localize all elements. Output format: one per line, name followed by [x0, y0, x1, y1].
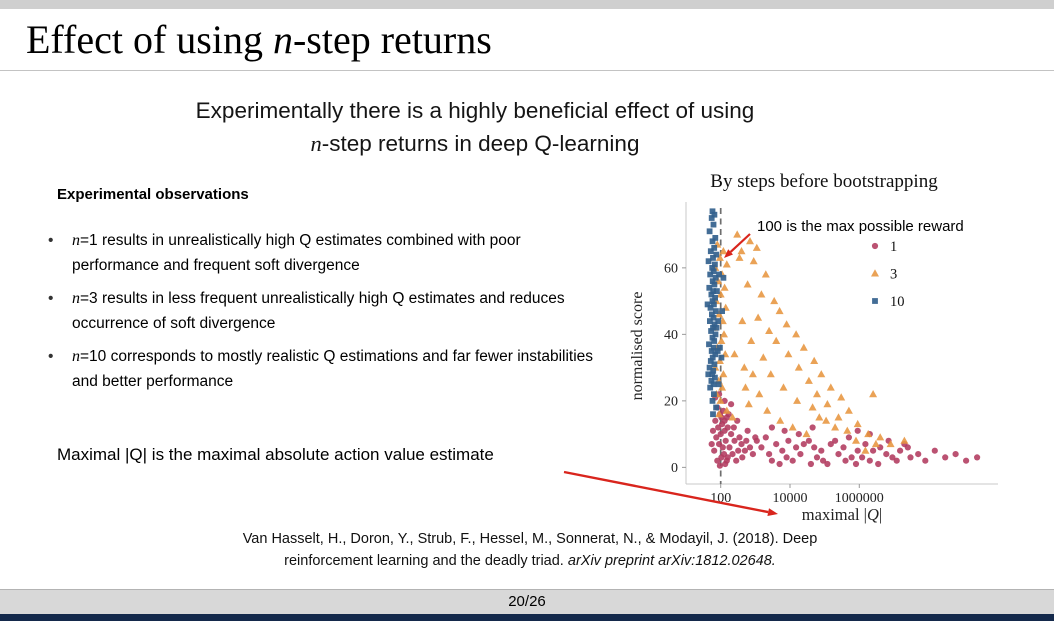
- svg-text:40: 40: [664, 328, 678, 343]
- bullet-text: n=1 results in unrealistically high Q es…: [72, 232, 521, 274]
- subtitle-math-n: n: [310, 131, 322, 156]
- svg-text:1: 1: [890, 239, 897, 255]
- observations-heading: Experimental observations: [57, 186, 249, 203]
- observations-list: • n=1 results in unrealistically high Q …: [48, 228, 593, 402]
- footer-bar: 20/26: [0, 589, 1054, 614]
- citation-line1: Van Hasselt, H., Doron, Y., Strub, F., H…: [242, 531, 818, 547]
- citation-arxiv: arXiv preprint arXiv:1812.02648.: [567, 552, 776, 569]
- citation-line2: reinforcement learning and the deadly tr…: [284, 552, 776, 569]
- annotation-arrow-icon: [724, 233, 751, 258]
- bottom-accent-bar: [0, 614, 1054, 621]
- bullet-icon: •: [48, 290, 54, 307]
- vline-annotation: 100 is the max possible reward: [757, 218, 964, 235]
- chart-title: By steps before bootstrapping: [710, 171, 938, 192]
- svg-text:20: 20: [664, 394, 678, 409]
- bullet-text: n=10 corresponds to mostly realistic Q e…: [72, 348, 594, 390]
- svg-text:3: 3: [890, 267, 897, 283]
- maxq-arrow-icon: [563, 470, 778, 516]
- list-item: • n=10 corresponds to mostly realistic Q…: [48, 344, 593, 394]
- citation: Van Hasselt, H., Doron, Y., Strub, F., H…: [150, 529, 910, 572]
- svg-text:normalised score: normalised score: [629, 292, 646, 401]
- page-number: 20/26: [508, 593, 546, 610]
- maxq-note: Maximal |Q| is the maximal absolute acti…: [57, 445, 494, 464]
- top-border: [0, 0, 1054, 9]
- svg-text:1000000: 1000000: [835, 491, 884, 506]
- page-title: Effect of using n-step returns: [26, 13, 492, 67]
- slide-header: Effect of using n-step returns: [0, 9, 1054, 71]
- svg-text:10000: 10000: [773, 491, 808, 506]
- list-item: • n=1 results in unrealistically high Q …: [48, 228, 593, 278]
- subtitle-line2: n-step returns in deep Q-learning: [310, 131, 640, 156]
- title-suffix: -step returns: [292, 17, 492, 62]
- bullet-icon: •: [48, 232, 54, 249]
- svg-text:60: 60: [664, 261, 678, 276]
- bullet-text: n=3 results in less frequent unrealistic…: [72, 290, 565, 332]
- list-item: • n=3 results in less frequent unrealist…: [48, 286, 593, 336]
- title-math-n: n: [272, 17, 293, 62]
- chart-panel: By steps before bootstrapping 0 20 40 60 100…: [622, 170, 1026, 542]
- subtitle-line1: Experimentally there is a highly benefic…: [195, 98, 755, 123]
- bullet-icon: •: [48, 348, 54, 365]
- slide-subtitle: Experimentally there is a highly benefic…: [75, 94, 875, 160]
- svg-text:10: 10: [890, 294, 905, 310]
- title-prefix: Effect of using: [26, 17, 273, 62]
- svg-text:maximal |Q|: maximal |Q|: [802, 505, 882, 524]
- svg-text:0: 0: [671, 461, 678, 476]
